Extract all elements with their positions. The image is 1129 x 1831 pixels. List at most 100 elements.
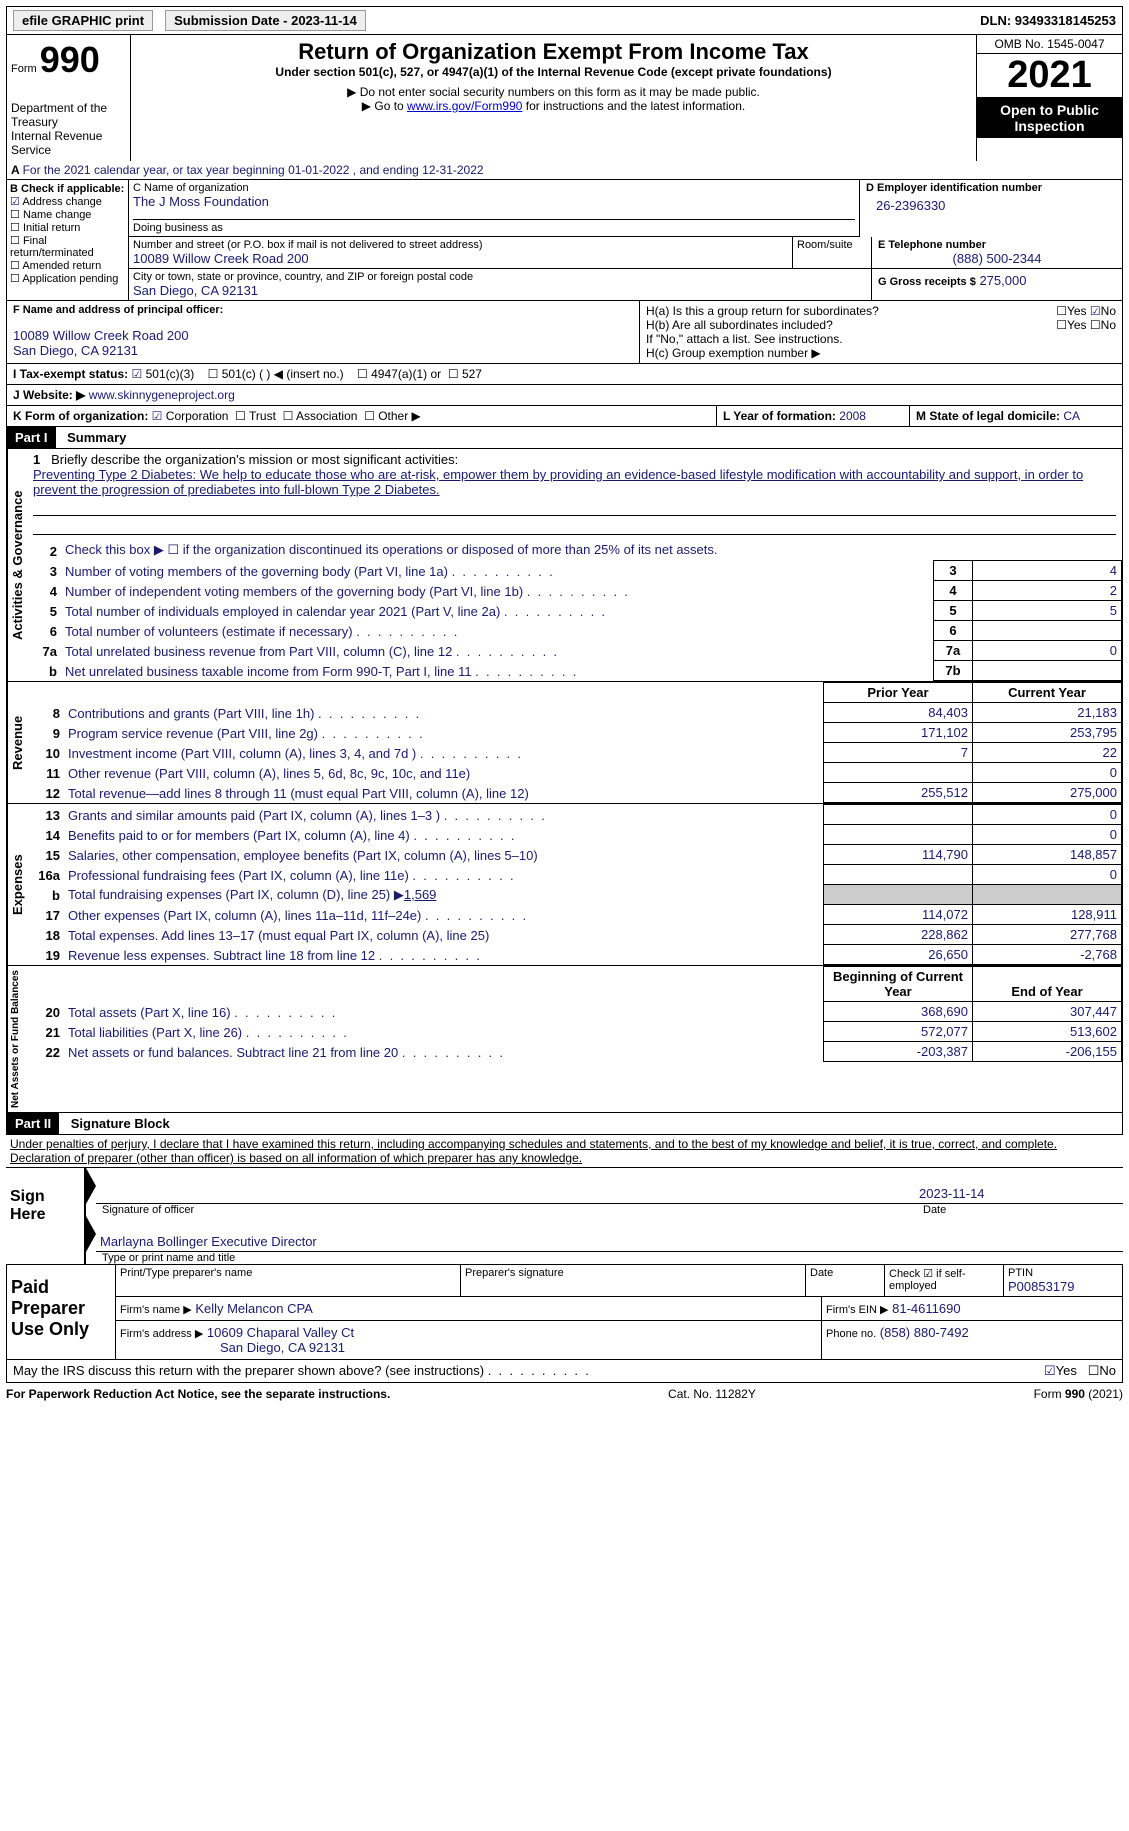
sig-date: 2023-11-14 [915, 1184, 1123, 1204]
opt-501c[interactable]: 501(c) ( ) ◀ (insert no.) [222, 367, 344, 381]
paid-preparer-label: Paid Preparer Use Only [7, 1265, 115, 1359]
hb-note: If "No," attach a list. See instructions… [646, 332, 1116, 346]
irs-link[interactable]: www.irs.gov/Form990 [407, 99, 522, 113]
line22: Net assets or fund balances. Subtract li… [64, 1042, 824, 1062]
chk-initial-return[interactable]: Initial return [23, 222, 80, 234]
line7a: Total unrelated business revenue from Pa… [61, 641, 934, 661]
submission-date-button[interactable]: Submission Date - 2023-11-14 [165, 10, 366, 31]
firm-ein-label: Firm's EIN ▶ [826, 1304, 889, 1316]
hb-label: H(b) Are all subordinates included? [646, 318, 1056, 332]
line15: Salaries, other compensation, employee b… [64, 845, 824, 865]
state-domicile: CA [1063, 409, 1080, 423]
chk-name-change[interactable]: Name change [23, 209, 92, 221]
opt-assoc[interactable]: Association [296, 409, 357, 423]
box-d-label: D Employer identification number [866, 182, 1116, 194]
opt-501c3[interactable]: 501(c)(3) [146, 367, 195, 381]
dba-label: Doing business as [133, 219, 855, 234]
hb-yes[interactable]: Yes [1067, 318, 1087, 332]
discuss-label: May the IRS discuss this return with the… [13, 1363, 1044, 1379]
line13: Grants and similar amounts paid (Part IX… [64, 805, 824, 825]
line7b: Net unrelated business taxable income fr… [61, 661, 934, 681]
line2: Check this box ▶ ☐ if the organization d… [61, 540, 973, 561]
phone-val: (888) 500-2344 [878, 251, 1116, 266]
tax-year: 2021 [977, 54, 1122, 98]
opt-4947[interactable]: 4947(a)(1) or [371, 367, 441, 381]
org-name: The J Moss Foundation [133, 194, 855, 209]
top-bar: efile GRAPHIC print Submission Date - 20… [6, 6, 1123, 35]
line12: Total revenue—add lines 8 through 11 (mu… [64, 783, 824, 803]
omb-number: OMB No. 1545-0047 [977, 35, 1122, 54]
line17: Other expenses (Part IX, column (A), lin… [64, 905, 824, 925]
form-title: Return of Organization Exempt From Incom… [135, 39, 972, 65]
opt-corp[interactable]: Corporation [166, 409, 229, 423]
box-k-label: K Form of organization: [13, 409, 148, 423]
box-b: B Check if applicable: ☑ Address change … [7, 180, 129, 300]
line8: Contributions and grants (Part VIII, lin… [64, 703, 824, 723]
penalty-statement: Under penalties of perjury, I declare th… [6, 1135, 1123, 1167]
officer-addr1: 10089 Willow Creek Road 200 [13, 328, 633, 343]
firm-addr2: San Diego, CA 92131 [120, 1340, 817, 1355]
room-suite-label: Room/suite [792, 237, 871, 268]
ha-label: H(a) Is this a group return for subordin… [646, 304, 1056, 318]
arrow-icon [86, 1168, 96, 1204]
type-name-label: Type or print name and title [86, 1252, 1123, 1264]
opt-other[interactable]: Other ▶ [378, 409, 421, 423]
line18: Total expenses. Add lines 13–17 (must eq… [64, 925, 824, 945]
line16a: Professional fundraising fees (Part IX, … [64, 865, 824, 885]
firm-addr1: 10609 Chaparal Valley Ct [207, 1325, 354, 1340]
line11: Other revenue (Part VIII, column (A), li… [64, 763, 824, 783]
efile-print-button[interactable]: efile GRAPHIC print [13, 10, 153, 31]
box-c-name-label: C Name of organization [133, 182, 855, 194]
line20: Total assets (Part X, line 16) [64, 1002, 824, 1022]
ptin-val: P00853179 [1008, 1279, 1118, 1294]
form-number: 990 [40, 39, 100, 80]
firm-name: Kelly Melancon CPA [195, 1301, 313, 1316]
website-value: www.skinnygeneproject.org [89, 388, 235, 402]
line14: Benefits paid to or for members (Part IX… [64, 825, 824, 845]
line-a: For the 2021 calendar year, or tax year … [23, 163, 484, 177]
preparer-phone-label: Phone no. [826, 1328, 876, 1340]
city-label: City or town, state or province, country… [133, 271, 867, 283]
line3: Number of voting members of the governin… [61, 561, 934, 581]
side-governance: Activities & Governance [7, 449, 27, 681]
opt-527[interactable]: 527 [462, 367, 482, 381]
chk-final-return[interactable]: Final return/terminated [10, 235, 94, 259]
chk-amended[interactable]: Amended return [22, 260, 101, 272]
preparer-phone: (858) 880-7492 [880, 1325, 969, 1340]
note-link-pre: ▶ Go to [362, 99, 407, 113]
chk-app-pending[interactable]: Application pending [22, 273, 118, 285]
arrow-icon-2 [86, 1216, 96, 1252]
ein-value: 26-2396330 [866, 194, 1116, 213]
pra-notice: For Paperwork Reduction Act Notice, see … [6, 1387, 390, 1401]
preparer-date-label: Date [806, 1265, 885, 1296]
line4: Number of independent voting members of … [61, 581, 934, 601]
line16b-label: Total fundraising expenses (Part IX, col… [68, 887, 404, 902]
street-address: 10089 Willow Creek Road 200 [133, 251, 788, 266]
side-netassets: Net Assets or Fund Balances [7, 966, 30, 1112]
dept-label: Department of the Treasury Internal Reve… [11, 101, 126, 157]
self-emp-label: Check ☑ if self-employed [885, 1265, 1004, 1296]
box-g-label: G Gross receipts $ [878, 276, 976, 288]
hb-no[interactable]: No [1101, 318, 1116, 332]
discuss-yes[interactable]: Yes [1056, 1363, 1077, 1378]
preparer-name-label: Print/Type preparer's name [116, 1265, 461, 1296]
box-f-label: F Name and address of principal officer: [13, 304, 633, 316]
line16b-val: 1,569 [404, 887, 437, 902]
firm-addr-label: Firm's address ▶ [120, 1328, 203, 1340]
note-link-post: for instructions and the latest informat… [522, 99, 745, 113]
part1-header: Part I [7, 427, 56, 448]
box-j-label: J Website: ▶ [13, 388, 85, 402]
discuss-no[interactable]: No [1099, 1363, 1116, 1378]
addr-label: Number and street (or P.O. box if mail i… [133, 239, 788, 251]
box-e-label: E Telephone number [878, 239, 1116, 251]
ha-no[interactable]: No [1101, 304, 1116, 318]
hc-label: H(c) Group exemption number ▶ [646, 346, 1116, 360]
chk-address-change[interactable]: Address change [22, 196, 102, 208]
opt-trust[interactable]: Trust [249, 409, 276, 423]
line5: Total number of individuals employed in … [61, 601, 934, 621]
ha-yes[interactable]: Yes [1067, 304, 1087, 318]
note-ssn: ▶ Do not enter social security numbers o… [135, 85, 972, 99]
line9: Program service revenue (Part VIII, line… [64, 723, 824, 743]
part2-title: Signature Block [63, 1116, 170, 1131]
col-current: Current Year [973, 683, 1122, 703]
